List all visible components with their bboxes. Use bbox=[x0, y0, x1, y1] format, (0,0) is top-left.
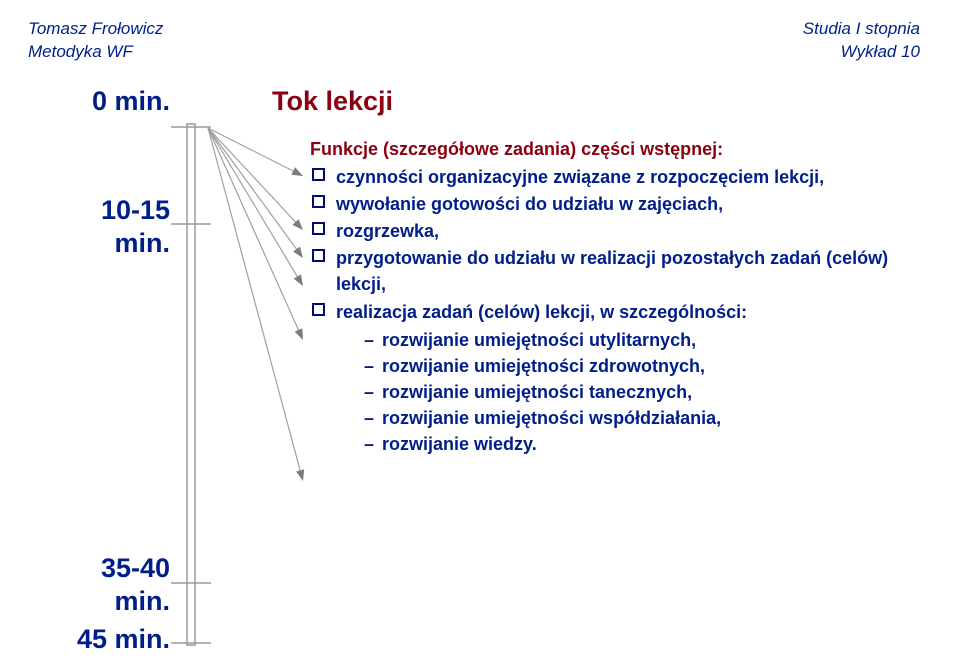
details-item-text: przygotowanie do udziału w realizacji po… bbox=[336, 248, 888, 294]
details-list: czynności organizacyjne związane z rozpo… bbox=[310, 164, 920, 457]
details-item: przygotowanie do udziału w realizacji po… bbox=[310, 245, 920, 297]
header-left-line1: Tomasz Frołowicz bbox=[28, 18, 163, 41]
timeline-10-15: 10-15 bbox=[70, 195, 170, 226]
timeline-10-15-min: min. bbox=[70, 228, 170, 259]
details-subitem: rozwijanie umiejętności współdziałania, bbox=[364, 405, 920, 431]
details-subitem: rozwijanie umiejętności utylitarnych, bbox=[364, 327, 920, 353]
page-root: Tomasz Frołowicz Metodyka WF Studia I st… bbox=[0, 0, 960, 666]
timeline-35-40: 35-40 bbox=[70, 553, 170, 584]
details-subitem: rozwijanie umiejętności zdrowotnych, bbox=[364, 353, 920, 379]
details-item-text: realizacja zadań (celów) lekcji, w szcze… bbox=[336, 302, 747, 322]
details-subitem: rozwijanie umiejętności tanecznych, bbox=[364, 379, 920, 405]
header-left-line2: Metodyka WF bbox=[28, 41, 163, 64]
details-item: czynności organizacyjne związane z rozpo… bbox=[310, 164, 920, 190]
details-heading: Funkcje (szczegółowe zadania) części wst… bbox=[310, 136, 920, 162]
details-item-text: rozgrzewka, bbox=[336, 221, 439, 241]
details-item-text: wywołanie gotowości do udziału w zajęcia… bbox=[336, 194, 723, 214]
details-block: Funkcje (szczegółowe zadania) części wst… bbox=[310, 136, 920, 458]
header-left: Tomasz Frołowicz Metodyka WF bbox=[28, 18, 163, 64]
details-subitem: rozwijanie wiedzy. bbox=[364, 431, 920, 457]
details-item-text: czynności organizacyjne związane z rozpo… bbox=[336, 167, 824, 187]
details-item: rozgrzewka, bbox=[310, 218, 920, 244]
header-right-line2: Wykład 10 bbox=[803, 41, 920, 64]
section-title: Tok lekcji bbox=[272, 86, 393, 117]
header-right-line1: Studia I stopnia bbox=[803, 18, 920, 41]
details-item: realizacja zadań (celów) lekcji, w szcze… bbox=[310, 299, 920, 458]
timeline-35-40-min: min. bbox=[70, 586, 170, 617]
timeline-0min: 0 min. bbox=[70, 86, 170, 117]
header-right: Studia I stopnia Wykład 10 bbox=[803, 18, 920, 64]
details-item: wywołanie gotowości do udziału w zajęcia… bbox=[310, 191, 920, 217]
timeline-45min: 45 min. bbox=[70, 624, 170, 655]
details-sublist: rozwijanie umiejętności utylitarnych,roz… bbox=[336, 327, 920, 457]
